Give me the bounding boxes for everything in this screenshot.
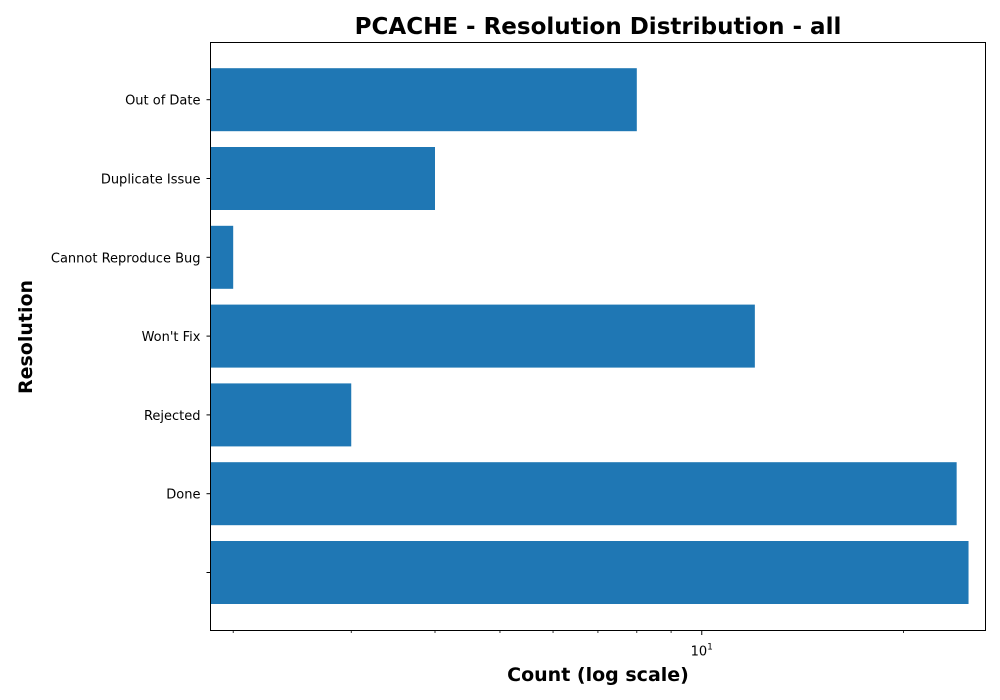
bar-cannot-reproduce-bug (210, 225, 234, 289)
y-axis-label: Resolution (15, 280, 37, 394)
y-tick-label: Rejected (144, 409, 201, 424)
x-tick-label: 101 (691, 643, 713, 660)
x-axis-label: Count (log scale) (507, 664, 689, 686)
bar-out-of-date (210, 68, 637, 132)
x-axis-ticks: 101 (232, 630, 904, 660)
bar-done (210, 462, 957, 526)
y-tick-label: Duplicate Issue (101, 173, 201, 188)
y-tick-label: Cannot Reproduce Bug (51, 251, 201, 266)
y-tick-label: Done (166, 488, 200, 503)
y-axis-ticks: Done Rejected Won't Fix Cannot Reproduce Bu… (51, 94, 211, 573)
bar-unlabeled (210, 541, 969, 604)
y-tick-label: Won't Fix (142, 330, 201, 345)
bars-group (210, 68, 969, 604)
chart-title: PCACHE - Resolution Distribution - all (355, 14, 842, 40)
bar-won-t-fix (210, 304, 755, 368)
plot-frame (210, 42, 986, 631)
bar-rejected (210, 383, 352, 447)
y-tick-label: Out of Date (125, 94, 200, 109)
bar-duplicate-issue (210, 147, 435, 210)
